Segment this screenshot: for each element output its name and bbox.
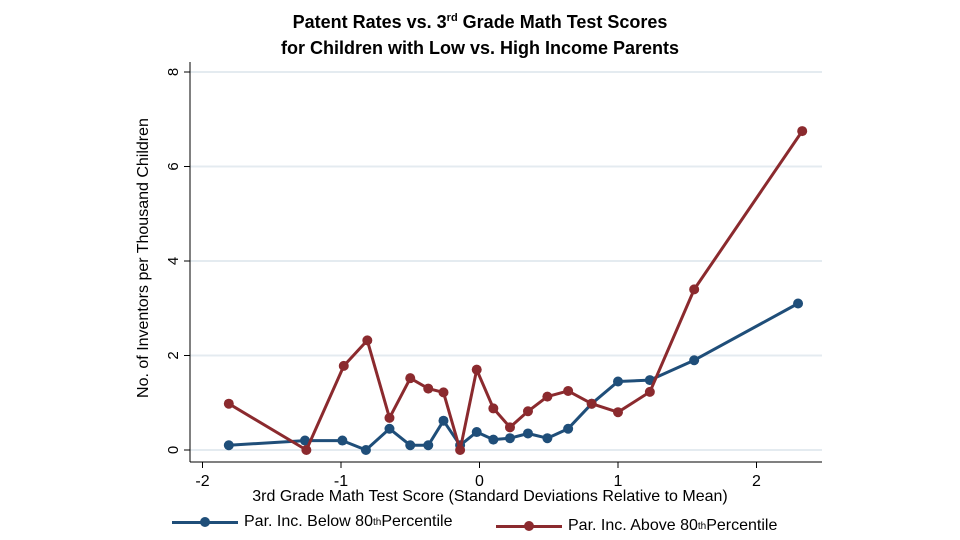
- y-tick-label-0: 0: [165, 446, 182, 454]
- chart-title: Patent Rates vs. 3rd Grade Math Test Sco…: [180, 10, 780, 34]
- x-axis-label: 3rd Grade Math Test Score (Standard Devi…: [252, 488, 728, 505]
- series-1-point-2: [338, 360, 349, 371]
- legend-label-above-sup: th: [697, 520, 707, 532]
- series-1-point-10: [488, 403, 499, 414]
- series-0-point-14: [563, 423, 574, 434]
- series-1-point-15: [586, 398, 597, 409]
- x-tick-label-2: 0: [475, 473, 484, 490]
- series-0-point-4: [384, 423, 395, 434]
- series-1-point-9: [471, 364, 482, 375]
- series-1-point-16: [613, 407, 623, 418]
- y-tick-label-1: 2: [165, 351, 182, 359]
- legend-label-above-end: Percentile: [706, 517, 778, 534]
- series-1-point-7: [438, 387, 449, 398]
- series-0-point-13: [542, 433, 553, 444]
- series-0-point-7: [438, 415, 449, 426]
- series-1-point-3: [362, 335, 373, 346]
- legend-key-above: [496, 520, 562, 532]
- series-1-point-18: [689, 284, 700, 295]
- legend-label-above-main: Par. Inc. Above 80: [568, 517, 698, 534]
- x-tick-label-4: 2: [752, 473, 761, 490]
- series-0-point-10: [488, 434, 499, 445]
- series-1-point-14: [563, 385, 574, 396]
- series-1-point-8: [455, 445, 466, 455]
- series-0-point-0: [223, 440, 234, 451]
- chart-subtitle: for Children with Low vs. High Income Pa…: [180, 36, 780, 60]
- series-0-point-1: [299, 435, 310, 446]
- series-0-point-3: [360, 445, 371, 455]
- y-tick-label-3: 6: [165, 162, 182, 170]
- series-line-1: [228, 130, 804, 452]
- series-0-point-6: [423, 440, 434, 451]
- series-0-point-5: [405, 440, 416, 451]
- title-line1-end: Grade Math Test Scores: [457, 12, 668, 32]
- series-0-point-11: [504, 433, 515, 444]
- series-1-point-12: [522, 406, 533, 417]
- series-1-point-6: [423, 383, 434, 394]
- series-0-point-2: [337, 435, 348, 446]
- y-tick-label-2: 4: [165, 257, 182, 265]
- title-line1-main: Patent Rates vs. 3: [292, 12, 447, 32]
- series-1-point-11: [504, 422, 515, 433]
- series-1-point-17: [644, 386, 655, 397]
- series-1-point-0: [223, 398, 234, 409]
- legend-key-below: [172, 516, 238, 528]
- series-1-point-19: [797, 126, 808, 137]
- legend-label-below-end: Percentile: [381, 513, 453, 530]
- title-line1-sup: rd: [446, 12, 458, 24]
- series-1-point-5: [405, 373, 416, 384]
- x-tick-label-1: -1: [334, 473, 348, 490]
- series-1-point-1: [301, 445, 312, 455]
- series-line-0: [228, 302, 799, 452]
- series-0-point-9: [471, 427, 482, 438]
- title-line2: for Children with Low vs. High Income Pa…: [280, 38, 680, 58]
- legend-label-below-main: Par. Inc. Below 80: [244, 513, 373, 530]
- series-0-point-16: [613, 376, 623, 387]
- series-0-point-18: [689, 355, 700, 366]
- y-tick-label-4: 8: [165, 68, 182, 76]
- series-1-point-4: [384, 412, 395, 423]
- legend-label-below-sup: th: [372, 516, 382, 528]
- series-0-point-12: [522, 428, 533, 439]
- series-1-point-13: [542, 391, 553, 402]
- x-tick-label-3: 1: [614, 473, 623, 490]
- y-axis-label: No. of Inventors per Thousand Children: [135, 118, 152, 398]
- series-0-point-19: [793, 298, 804, 309]
- x-tick-label-0: -2: [195, 473, 209, 490]
